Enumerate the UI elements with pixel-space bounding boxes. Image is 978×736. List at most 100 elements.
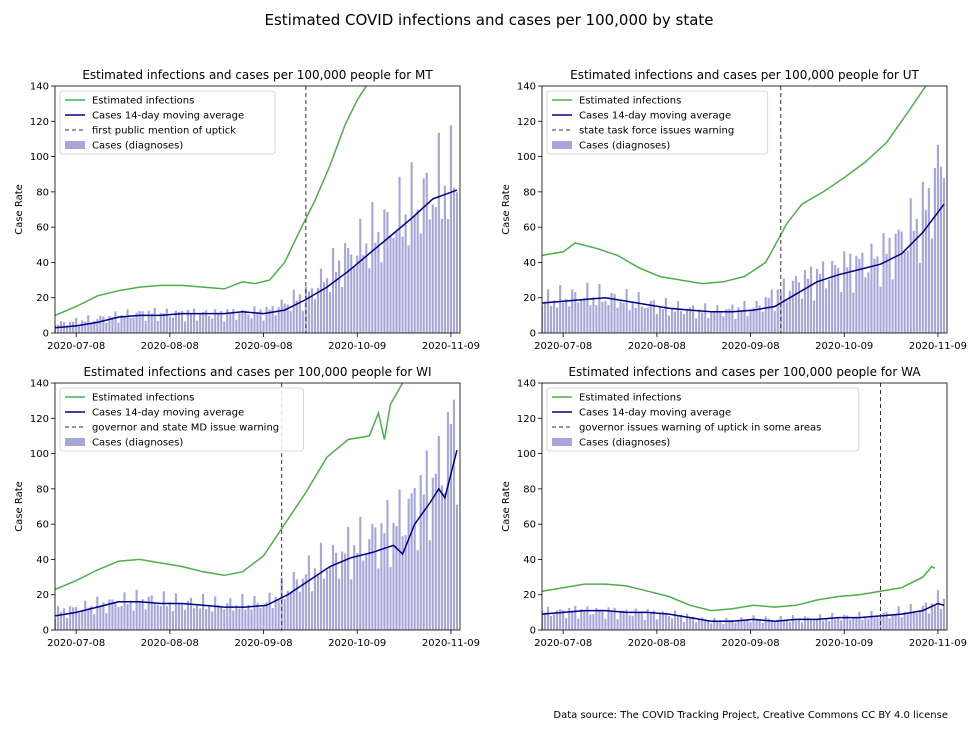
figure-title: Estimated COVID infections and cases per… xyxy=(264,11,714,29)
case-bar xyxy=(413,215,416,333)
case-bar xyxy=(153,603,156,630)
case-bar xyxy=(891,279,894,333)
case-bar xyxy=(580,299,583,333)
case-bar xyxy=(59,611,63,630)
case-bar xyxy=(183,609,187,630)
case-bar xyxy=(885,612,888,630)
case-bar xyxy=(111,599,114,630)
case-bar xyxy=(431,477,434,630)
case-bar xyxy=(664,298,667,333)
case-bar xyxy=(689,617,692,630)
case-bar xyxy=(180,604,183,630)
legend: Estimated infections Cases 14-day moving … xyxy=(59,90,276,155)
case-bar xyxy=(658,306,661,333)
case-bar xyxy=(419,233,422,333)
case-bar xyxy=(543,612,547,630)
case-bar xyxy=(670,308,674,333)
case-bar xyxy=(295,300,298,333)
case-bar xyxy=(800,298,803,333)
case-bar xyxy=(743,620,746,630)
case-bar xyxy=(858,611,861,630)
legend-label: Cases (diagnoses) xyxy=(92,438,183,449)
case-bar xyxy=(571,611,574,630)
case-bar xyxy=(861,619,864,630)
case-bar xyxy=(722,624,725,630)
case-bar xyxy=(849,253,852,333)
case-bar xyxy=(849,619,852,630)
y-tick-label: 140 xyxy=(517,379,536,390)
case-bar xyxy=(202,311,205,333)
case-bar xyxy=(646,307,649,333)
case-bar xyxy=(873,258,876,333)
case-bar xyxy=(543,301,547,333)
case-bar xyxy=(731,619,734,630)
case-bar xyxy=(782,620,785,630)
case-bar xyxy=(855,255,858,333)
infections-line xyxy=(542,86,927,285)
case-bar xyxy=(885,253,888,333)
case-bar xyxy=(316,287,320,333)
case-bar xyxy=(834,265,837,333)
case-bar xyxy=(542,610,544,630)
case-bar xyxy=(767,618,770,630)
x-tick-label: 2020-10-09 xyxy=(328,638,386,649)
case-bar xyxy=(446,411,449,630)
case-bar xyxy=(214,309,217,333)
case-bar xyxy=(710,312,713,333)
case-bar xyxy=(265,306,268,333)
case-bar xyxy=(822,261,825,333)
case-bar xyxy=(277,599,280,630)
case-bar xyxy=(867,272,870,333)
case-bar xyxy=(837,267,840,333)
case-bar xyxy=(368,268,371,333)
case-bar xyxy=(232,309,235,333)
case-bar xyxy=(156,604,159,630)
case-bar xyxy=(78,612,81,630)
case-bar xyxy=(562,610,565,630)
case-bar xyxy=(253,306,256,333)
case-bar xyxy=(410,493,413,630)
case-bars xyxy=(55,399,459,630)
case-bar xyxy=(183,321,187,333)
case-bar xyxy=(428,219,431,333)
x-tick-label: 2020-08-08 xyxy=(141,341,199,352)
case-bar xyxy=(936,590,939,630)
case-bar xyxy=(147,596,150,630)
case-bar xyxy=(72,607,75,630)
plot-frame xyxy=(541,85,948,334)
moving-average-line xyxy=(55,449,458,617)
case-bar xyxy=(102,602,105,630)
case-bar xyxy=(84,321,87,333)
y-tick-label: 20 xyxy=(523,293,536,304)
moving-average-line xyxy=(55,189,458,329)
case-bar xyxy=(362,255,365,333)
case-bar xyxy=(292,571,295,630)
x-tick-label: 2020-07-08 xyxy=(47,341,105,352)
case-bar xyxy=(180,310,183,333)
case-bar xyxy=(803,269,807,333)
case-bar xyxy=(701,312,704,333)
case-bar xyxy=(108,315,111,333)
case-bar xyxy=(108,599,111,630)
case-bar xyxy=(365,243,368,333)
case-bar xyxy=(195,605,199,630)
case-bar xyxy=(716,621,719,630)
case-bar xyxy=(123,592,126,630)
case-bar xyxy=(661,309,664,333)
case-bar xyxy=(413,487,416,630)
case-bar xyxy=(452,187,456,333)
case-bar xyxy=(698,618,701,630)
case-bar xyxy=(704,620,707,630)
case-bar xyxy=(825,288,828,333)
case-bar xyxy=(785,301,788,333)
case-bar xyxy=(96,319,99,333)
case-bar xyxy=(746,316,749,333)
case-bar xyxy=(686,613,689,630)
case-bar xyxy=(568,607,571,630)
case-bar xyxy=(159,312,162,333)
case-bar xyxy=(933,604,936,630)
case-bar xyxy=(828,279,831,333)
legend-label: Cases 14-day moving average xyxy=(579,408,731,419)
case-bar xyxy=(434,207,437,333)
case-bar xyxy=(695,622,698,630)
